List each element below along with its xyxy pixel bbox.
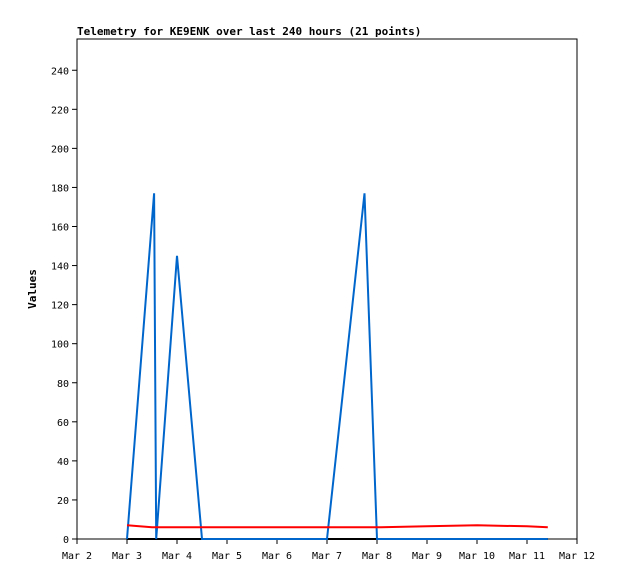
x-tick-label: Mar 4 — [162, 551, 192, 562]
x-tick-label: Mar 9 — [412, 551, 442, 562]
y-tick-label: 200 — [51, 144, 69, 155]
y-tick-label: 180 — [51, 183, 69, 194]
y-tick-label: 160 — [51, 223, 69, 234]
y-tick-label: 0 — [63, 535, 69, 546]
y-tick-label: 80 — [57, 379, 69, 390]
y-tick-label: 220 — [51, 105, 69, 116]
x-tick-label: Mar 8 — [362, 551, 392, 562]
series-line-2 — [126, 193, 548, 540]
x-tick-label: Mar 2 — [62, 551, 92, 562]
y-tick-label: 140 — [51, 262, 69, 273]
x-tick-label: Mar 5 — [212, 551, 242, 562]
x-tick-label: Mar 10 — [459, 551, 495, 562]
y-tick-label: 60 — [57, 418, 69, 429]
y-axis-ticks: 0 20 40 60 80 100 120 140 160 180 200 220 240 — [51, 66, 77, 546]
x-tick-label: Mar 6 — [262, 551, 292, 562]
y-tick-label: 100 — [51, 340, 69, 351]
y-tick-label: 120 — [51, 301, 69, 312]
y-tick-label: 240 — [51, 66, 69, 77]
x-tick-label: Mar 11 — [509, 551, 545, 562]
chart-title: Telemetry for KE9ENK over last 240 hours… — [77, 25, 421, 38]
y-tick-label: 40 — [57, 457, 69, 468]
y-tick-label: 20 — [57, 496, 69, 507]
x-tick-label: Mar 12 — [559, 551, 595, 562]
x-tick-label: Mar 3 — [112, 551, 142, 562]
y-axis-label: Values — [26, 269, 39, 309]
series-layer — [126, 193, 548, 540]
series-line-3 — [126, 524, 548, 529]
x-tick-label: Mar 7 — [312, 551, 342, 562]
